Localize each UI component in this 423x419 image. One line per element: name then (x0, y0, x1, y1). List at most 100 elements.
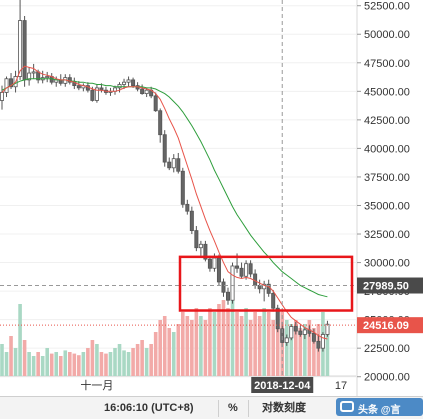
volume-bar (307, 320, 312, 376)
candle (144, 89, 149, 95)
candle (244, 263, 249, 277)
y-tick-label: 20000.00 (364, 372, 410, 384)
time-axis[interactable]: 十一月 2018-12-04 17 (80, 377, 347, 393)
candle (239, 267, 244, 277)
volume-bar (262, 308, 266, 376)
crosshair-price-label: 27989.50 (363, 281, 409, 293)
volume-bar (325, 328, 330, 376)
candle (58, 79, 63, 84)
crosshair-date-label: 2018-12-04 (254, 380, 311, 392)
price-labels: 27989.50 24516.09 (357, 277, 423, 334)
candle (31, 71, 36, 74)
y-tick-label: 47500.00 (364, 58, 410, 70)
candle (221, 281, 226, 293)
volume-bar (40, 356, 45, 376)
ma-short-line (1, 65, 328, 340)
volume-bar (86, 348, 90, 376)
volume-bar (294, 320, 298, 376)
candle (90, 89, 95, 101)
volume-bar (144, 348, 149, 376)
volume-bar (18, 304, 22, 376)
volume-bar (253, 312, 257, 376)
volume-bar (153, 332, 158, 376)
candle (0, 92, 4, 101)
volume-bar (271, 320, 275, 376)
volume-bar (22, 340, 27, 376)
y-tick-label: 22500.00 (364, 343, 410, 355)
volume-bar (275, 316, 280, 376)
highlight-annotation (178, 255, 354, 312)
volume-bar (0, 344, 4, 376)
candle (94, 87, 99, 101)
volume-bar (104, 353, 108, 376)
volume-bar (208, 308, 212, 376)
y-tick-label: 32500.00 (364, 229, 410, 241)
candle (235, 265, 240, 269)
volume-bar (58, 356, 63, 376)
candle (171, 158, 176, 169)
candle (45, 76, 50, 79)
volume-bar (54, 352, 59, 376)
candle (289, 326, 294, 339)
candle (167, 161, 172, 169)
volume-bar (122, 350, 126, 376)
volume-bar (199, 316, 203, 376)
candle (271, 292, 276, 309)
volume-bar (72, 353, 77, 376)
volume-bar (212, 312, 217, 376)
candle (131, 79, 136, 87)
volume-bar (244, 308, 248, 376)
volume-bar (162, 316, 167, 376)
volume-bar (230, 296, 235, 376)
volume-bar (90, 340, 95, 376)
candle (4, 78, 9, 93)
volume-bar (45, 348, 49, 376)
volume-bar (77, 355, 81, 376)
volume-bar (81, 352, 86, 376)
volume-bar (266, 312, 271, 376)
candle (212, 257, 217, 269)
candle (117, 84, 122, 89)
candle (9, 78, 14, 88)
volume-bar (99, 352, 104, 376)
x-tick-label: 17 (335, 380, 347, 392)
volume-bar (226, 308, 230, 376)
percent-scale-toggle[interactable]: % (228, 402, 238, 414)
candle (316, 340, 321, 349)
candle (207, 258, 212, 269)
candle (262, 283, 267, 290)
candle (18, 20, 23, 77)
candle (198, 243, 203, 249)
price-chart[interactable]: 20000.0022500.0025000.0027500.0030000.00… (0, 0, 423, 396)
watermark-logo: 头条 @言 (336, 398, 423, 416)
volume-bar (108, 352, 113, 376)
candle (180, 170, 185, 205)
volume-bar (63, 350, 68, 376)
candle (325, 323, 330, 335)
volume-bar (217, 304, 221, 376)
volume-bar (303, 324, 307, 376)
candle (22, 20, 27, 81)
toolbar-divider (218, 400, 219, 417)
volume-bar (135, 344, 140, 376)
log-scale-toggle[interactable]: 对数刻度 (262, 402, 306, 414)
candle (189, 210, 194, 231)
candle (185, 203, 190, 212)
watermark-text: 头条 @言 (358, 405, 401, 416)
candle (230, 265, 235, 301)
volume-bar (284, 320, 289, 376)
candle (158, 110, 163, 136)
candle (140, 88, 145, 95)
candle (27, 72, 32, 81)
y-tick-label: 40000.00 (364, 143, 410, 155)
volume-bar (9, 336, 13, 376)
candle (122, 81, 127, 85)
volume-bar (181, 312, 185, 376)
candle (176, 158, 181, 172)
candle (67, 77, 72, 83)
candle (275, 307, 280, 330)
candle (76, 85, 81, 89)
last-price-label: 24516.09 (363, 320, 409, 332)
volume-bar (68, 352, 72, 376)
camera-icon (340, 401, 354, 412)
